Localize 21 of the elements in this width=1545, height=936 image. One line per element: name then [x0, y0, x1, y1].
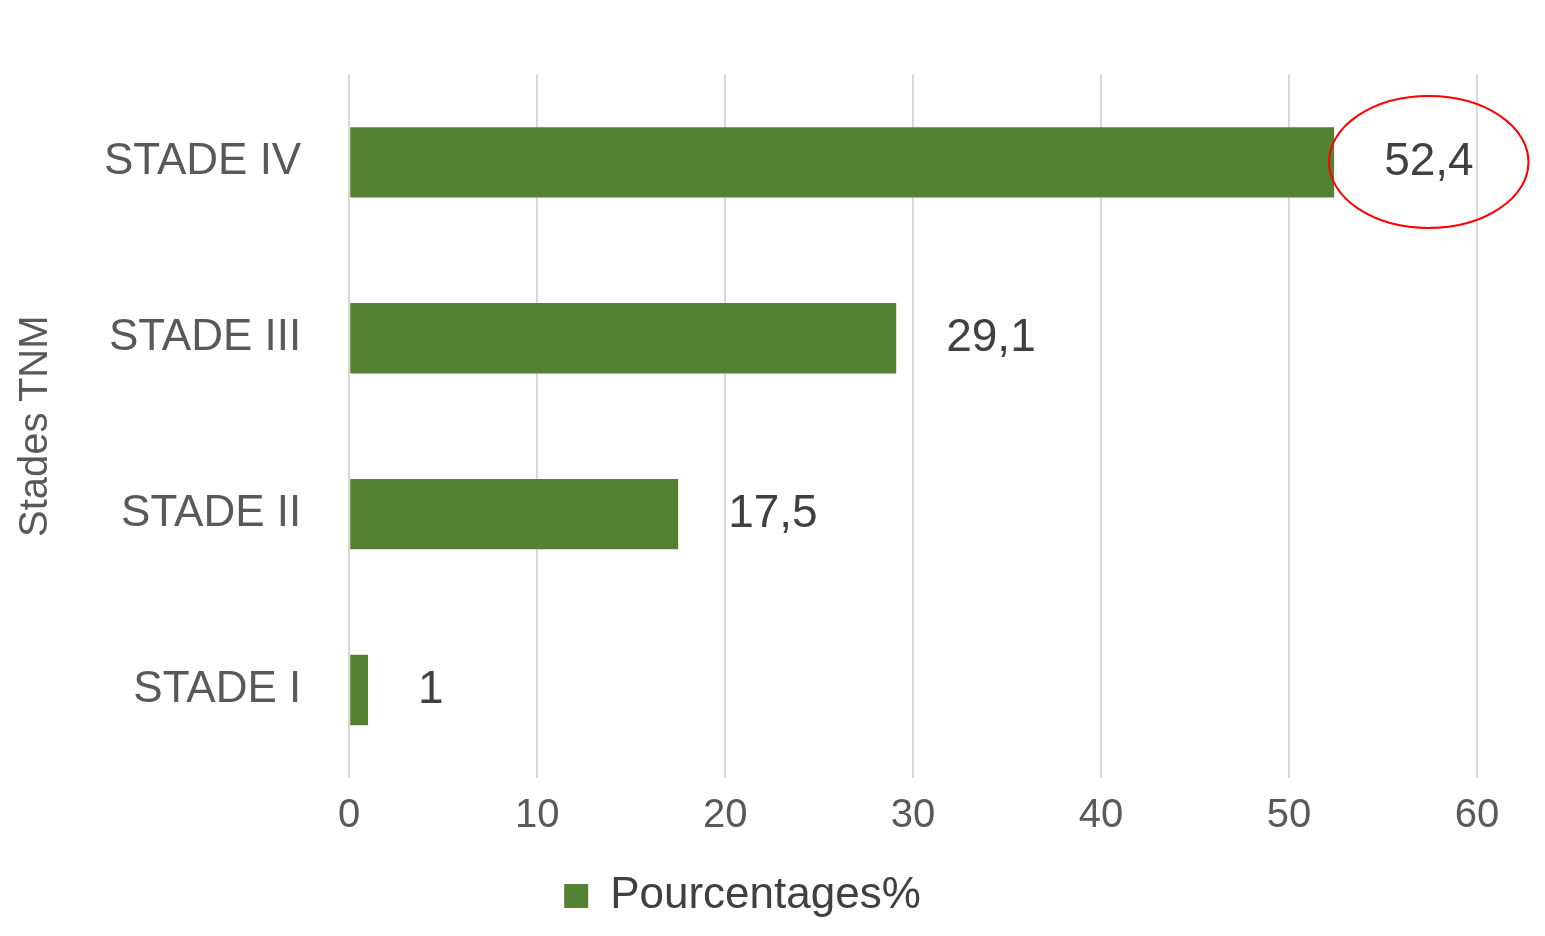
- bar: [350, 303, 897, 374]
- bar: [350, 654, 369, 726]
- bar: [350, 127, 1335, 198]
- x-tick-label: 20: [702, 791, 748, 836]
- data-label: 29,1: [946, 308, 1036, 361]
- x-tick-label: 60: [1454, 791, 1500, 836]
- data-label: 52,4: [1384, 133, 1474, 186]
- legend-label: Pourcentages%: [610, 868, 921, 918]
- data-label: 1: [418, 660, 444, 713]
- x-tick-label: 30: [890, 791, 936, 836]
- x-tick-label: 0: [338, 791, 361, 836]
- x-tick-label: 50: [1266, 791, 1312, 836]
- x-tick-label: 10: [514, 791, 560, 836]
- y-tick-label: STADE II: [121, 486, 302, 536]
- data-label: 17,5: [728, 484, 818, 537]
- y-tick-label: STADE I: [133, 662, 302, 712]
- y-tick-label: STADE IV: [103, 134, 302, 184]
- x-tick-label: 40: [1078, 791, 1124, 836]
- y-tick-label: STADE III: [108, 310, 302, 360]
- y-axis-title: Stades TNM: [11, 315, 56, 537]
- bar: [350, 478, 679, 550]
